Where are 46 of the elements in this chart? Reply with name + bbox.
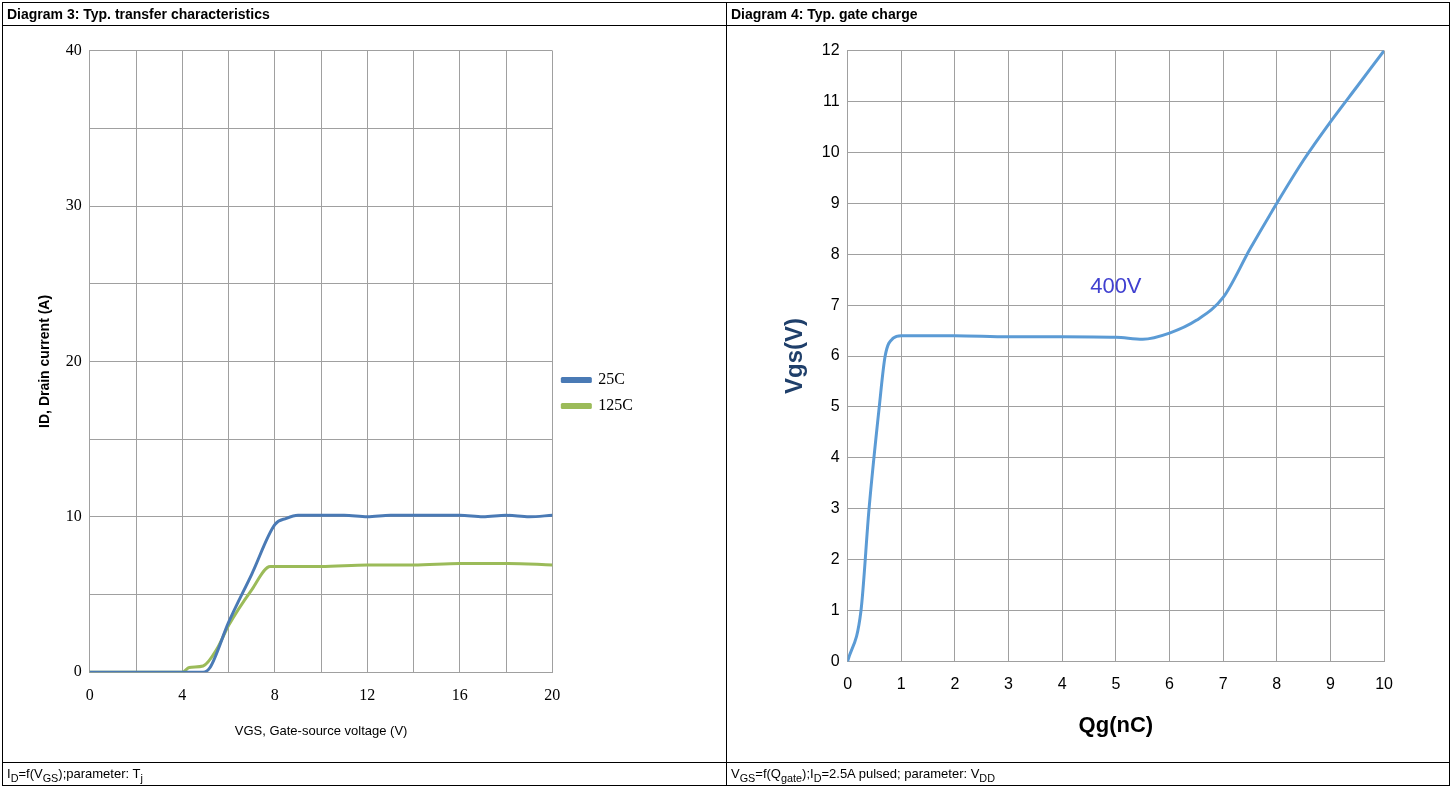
x-tick-label: 8 (1272, 675, 1282, 693)
y-tick-label: 9 (830, 193, 840, 211)
x-tick-label: 4 (178, 686, 187, 703)
x-tick-label: 16 (451, 686, 468, 703)
x-tick-label: 10 (1375, 675, 1394, 693)
y-tick-label: 20 (65, 351, 82, 369)
y-tick-label: 40 (65, 40, 82, 58)
chart-title: Diagram 4: Typ. gate charge (727, 3, 1450, 26)
y-tick-label: 10 (65, 507, 82, 524)
y-tick-label: 2 (830, 550, 840, 568)
x-tick-label: 8 (270, 686, 279, 703)
y-axis-title: ID, Drain current (A) (36, 294, 53, 428)
y-tick-label: 10 (821, 142, 840, 160)
y-tick-label: 8 (830, 244, 840, 262)
legend-label: 25C (598, 370, 625, 388)
y-axis-title: Vgs(V) (780, 317, 808, 395)
y-tick-label: 30 (65, 196, 82, 214)
x-tick-label: 0 (843, 675, 853, 693)
x-tick-label: 4 (1057, 675, 1067, 693)
y-tick-label: 7 (830, 295, 840, 313)
x-tick-label: 3 (1004, 675, 1014, 693)
y-tick-label: 3 (830, 499, 840, 517)
y-tick-label: 5 (830, 397, 840, 415)
x-axis-title: VGS, Gate-source voltage (V) (234, 722, 408, 738)
y-tick-label: 6 (830, 346, 840, 364)
x-axis-title: Qg(nC) (1078, 711, 1154, 737)
y-tick-label: 1 (830, 600, 840, 618)
x-tick-label: 20 (544, 686, 561, 703)
x-tick-label: 7 (1218, 675, 1228, 693)
x-tick-label: 1 (896, 675, 906, 693)
text: I$_{D}$=f(V$_{GS}$);parameter: T$_{j}$ (3, 762, 726, 785)
x-tick-label: 6 (1165, 675, 1175, 693)
x-tick-label: 9 (1326, 675, 1335, 693)
x-tick-label: 12 (359, 686, 376, 703)
x-tick-label: 2 (950, 675, 960, 693)
y-tick-label: 12 (821, 41, 840, 59)
series-label: 400V (1090, 273, 1142, 299)
y-tick-label: 0 (830, 651, 840, 669)
y-tick-label: 0 (73, 662, 82, 680)
chart-title: Diagram 3: Typ. transfer characteristics (3, 3, 726, 26)
y-tick-label: 11 (822, 91, 840, 109)
x-tick-label: 0 (85, 686, 94, 703)
legend-label: 125C (598, 396, 633, 414)
x-tick-label: 5 (1111, 675, 1121, 693)
y-tick-label: 4 (830, 448, 840, 466)
text: V$_{GS}$=f(Q$_{gate}$);I$_{D}$=2.5A pulsed; parameter: V$_{DD}$ (727, 762, 1450, 785)
